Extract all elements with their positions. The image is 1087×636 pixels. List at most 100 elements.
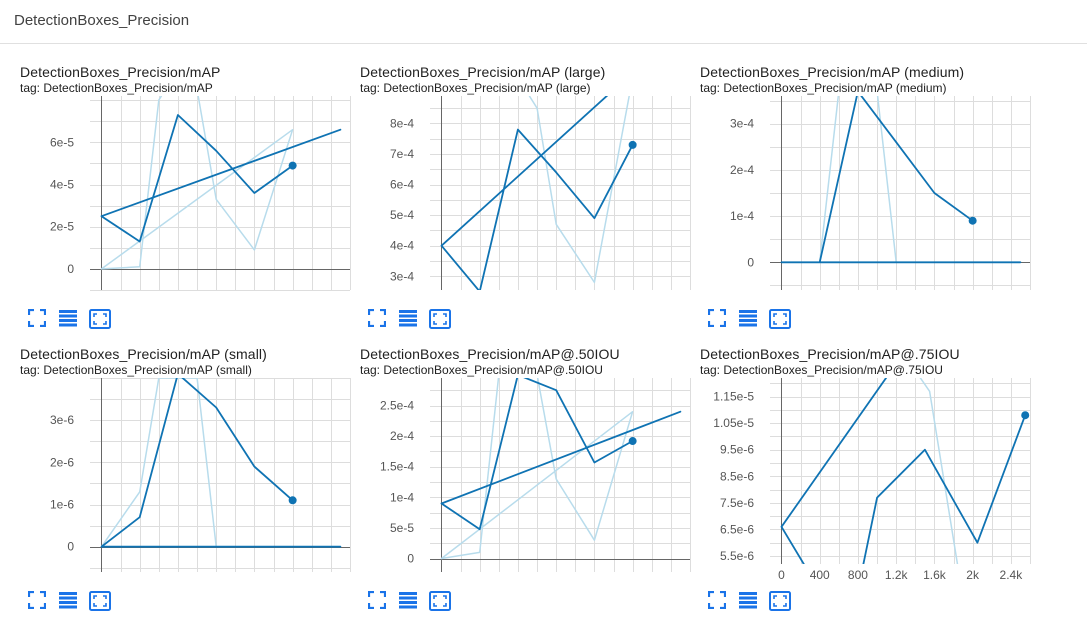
fullscreen-icon[interactable] (28, 309, 46, 327)
grid (770, 96, 1031, 290)
y-tick-label: 9.5e-6 (720, 443, 754, 457)
y-tick-label: 1.05e-5 (713, 416, 754, 430)
y-tick-label: 6e-5 (50, 135, 74, 149)
chart-title: DetectionBoxes_Precision/mAP@.50IOU (360, 346, 620, 362)
x-tick-label: 0 (778, 568, 785, 582)
last-point-marker (288, 161, 297, 170)
chart-title: DetectionBoxes_Precision/mAP@.75IOU (700, 346, 960, 362)
fullscreen-icon[interactable] (708, 591, 726, 609)
y-tick-label: 0 (67, 262, 74, 276)
chart-title: DetectionBoxes_Precision/mAP (medium) (700, 64, 965, 80)
y-tick-label: 2e-4 (730, 163, 754, 177)
y-tick-label: 1.5e-4 (380, 460, 414, 474)
grid (90, 96, 351, 291)
series-line-light (919, 378, 959, 564)
fit-domain-icon[interactable] (89, 309, 111, 329)
y-tick-label: 5.5e-6 (720, 549, 754, 563)
series-line (100, 114, 342, 243)
y-tick-label: 6.5e-6 (720, 522, 754, 536)
chart-card-map-small: DetectionBoxes_Precision/mAP (small) tag… (20, 346, 360, 628)
y-tick-label: 3e-4 (390, 269, 414, 283)
y-tick-label: 0 (67, 540, 74, 554)
y-tick-label: 5e-4 (390, 208, 414, 222)
series-line (100, 378, 342, 548)
chart-tag: tag: DetectionBoxes_Precision/mAP (small… (20, 363, 252, 377)
fullscreen-icon[interactable] (708, 309, 726, 327)
section-title: DetectionBoxes_Precision (14, 12, 190, 29)
last-point-marker (968, 216, 977, 225)
series-line-light (100, 96, 294, 270)
series-line-light (818, 96, 897, 263)
line-chart-map-large: 3e-4 4e-4 5e-4 6e-4 7e-4 8e-4 (390, 96, 691, 290)
chart-title: DetectionBoxes_Precision/mAP (large) (360, 64, 606, 80)
series-line-light (528, 96, 630, 284)
chart-card-map: DetectionBoxes_Precision/mAP tag: Detect… (20, 64, 360, 346)
x-tick-label: 2.4k (1000, 568, 1024, 582)
data-table-icon[interactable] (398, 591, 418, 609)
y-tick-label: 0 (407, 552, 414, 566)
line-chart-map: 0 2e-5 4e-5 6e-5 (50, 96, 351, 291)
x-tick-label: 1.6k (923, 568, 947, 582)
grid (430, 96, 691, 290)
chart-tag: tag: DetectionBoxes_Precision/mAP (mediu… (700, 81, 947, 95)
series-line (440, 378, 682, 531)
y-tick-label: 6e-4 (390, 178, 414, 192)
y-tick-label: 4e-5 (50, 178, 74, 192)
y-tick-label: 2e-4 (390, 429, 414, 443)
y-tick-label: 2e-6 (50, 455, 74, 469)
line-chart-map-50iou: 0 5e-5 1e-4 1.5e-4 2e-4 2.5e-4 (380, 378, 691, 572)
x-tick-label: 800 (848, 568, 868, 582)
y-tick-label: 3e-6 (50, 413, 74, 427)
last-point-marker (288, 496, 297, 505)
data-table-icon[interactable] (738, 591, 758, 609)
data-table-icon[interactable] (58, 591, 78, 609)
chart-tag: tag: DetectionBoxes_Precision/mAP@.75IOU (700, 363, 943, 377)
series-line (780, 96, 1022, 264)
chart-title: DetectionBoxes_Precision/mAP (small) (20, 346, 267, 362)
fullscreen-icon[interactable] (28, 591, 46, 609)
last-point-marker (628, 437, 637, 446)
y-tick-label: 1e-4 (730, 209, 754, 223)
x-tick-label: 2k (966, 568, 980, 582)
y-tick-label: 8e-4 (390, 116, 414, 130)
fullscreen-icon[interactable] (368, 591, 386, 609)
y-tick-label: 2.5e-4 (380, 399, 414, 413)
fullscreen-icon[interactable] (368, 309, 386, 327)
y-tick-label: 7e-4 (390, 147, 414, 161)
fit-domain-icon[interactable] (429, 309, 451, 329)
chart-card-map-large: DetectionBoxes_Precision/mAP (large) tag… (360, 64, 700, 346)
last-point-marker (1021, 411, 1030, 420)
chart-card-map-medium: DetectionBoxes_Precision/mAP (medium) ta… (700, 64, 1040, 346)
last-point-marker (628, 140, 637, 149)
grid (770, 378, 1031, 564)
fit-domain-icon[interactable] (89, 591, 111, 611)
chart-card-map-75iou: DetectionBoxes_Precision/mAP@.75IOU tag:… (700, 346, 1040, 628)
series-line-light (440, 378, 634, 560)
grid (430, 378, 691, 572)
data-table-icon[interactable] (738, 309, 758, 327)
grid (90, 378, 351, 572)
y-tick-label: 7.5e-6 (720, 496, 754, 510)
fit-domain-icon[interactable] (769, 591, 791, 611)
fit-domain-icon[interactable] (769, 309, 791, 329)
series-line (780, 378, 1027, 564)
y-tick-label: 4e-4 (390, 239, 414, 253)
fit-domain-icon[interactable] (429, 591, 451, 611)
chart-title: DetectionBoxes_Precision/mAP (20, 64, 221, 80)
section-header: DetectionBoxes_Precision (0, 0, 1087, 44)
line-chart-map-75iou: 5.5e-6 6.5e-6 7.5e-6 8.5e-6 9.5e-6 1.05e-5 1.1… (713, 378, 1031, 582)
line-chart-map-medium: 0 1e-4 2e-4 3e-4 (730, 96, 1031, 290)
chart-tag: tag: DetectionBoxes_Precision/mAP (large… (360, 81, 591, 95)
line-chart-map-small: 0 1e-6 2e-6 3e-6 (50, 378, 351, 572)
chart-card-map-50iou: DetectionBoxes_Precision/mAP@.50IOU tag:… (360, 346, 700, 628)
y-tick-label: 1e-4 (390, 490, 414, 504)
chart-tag: tag: DetectionBoxes_Precision/mAP@.50IOU (360, 363, 603, 377)
data-table-icon[interactable] (58, 309, 78, 327)
y-tick-label: 3e-4 (730, 117, 754, 131)
y-tick-label: 2e-5 (50, 220, 74, 234)
x-tick-label: 1.2k (885, 568, 909, 582)
data-table-icon[interactable] (398, 309, 418, 327)
series-line-light (100, 378, 217, 548)
y-tick-label: 8.5e-6 (720, 469, 754, 483)
y-tick-label: 0 (747, 255, 754, 269)
